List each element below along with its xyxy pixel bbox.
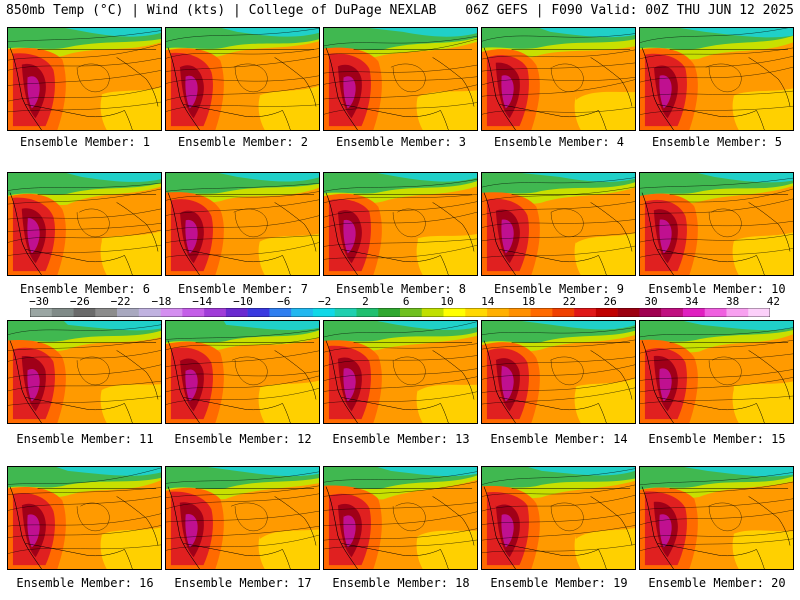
ensemble-member-label: Ensemble Member: 17 (174, 576, 312, 590)
ensemble-member-map (323, 172, 478, 276)
ensemble-member-map (639, 172, 794, 276)
colorbar-swatch (51, 308, 74, 317)
ensemble-member-label: Ensemble Member: 19 (490, 576, 628, 590)
colorbar-swatch (204, 308, 227, 317)
colorbar-swatch (748, 308, 770, 317)
ensemble-member-label: Ensemble Member: 16 (16, 576, 154, 590)
chart-title: 850mb Temp (°C) | Wind (kts) | College o… (6, 3, 437, 18)
ensemble-member-map (481, 27, 636, 131)
colorbar-swatch (138, 308, 161, 317)
ensemble-member-label: Ensemble Member: 3 (335, 135, 467, 149)
ensemble-member-map (7, 172, 162, 276)
ensemble-member-map (7, 27, 162, 131)
colorbar-swatch (225, 308, 248, 317)
colorbar-tick-label: 10 (440, 295, 454, 308)
colorbar-swatch (443, 308, 466, 317)
colorbar-tick-label: −26 (69, 295, 90, 308)
ensemble-member-map (481, 466, 636, 570)
ensemble-member-label: Ensemble Member: 18 (332, 576, 470, 590)
colorbar-swatch (30, 308, 53, 317)
colorbar-tick-label: 22 (562, 295, 577, 308)
ensemble-member-label: Ensemble Member: 13 (332, 432, 470, 446)
ensemble-member-map (323, 466, 478, 570)
ensemble-member-label: Ensemble Member: 12 (174, 432, 312, 446)
colorbar-swatch (574, 308, 597, 317)
colorbar-swatch (704, 308, 727, 317)
colorbar-labels: −30 −26 −22 −18 −14 −10 −6 −2 2 6 10 14 18 22 26 30 34 38… (0, 296, 800, 308)
colorbar-swatch (312, 308, 335, 317)
ensemble-member-label: Ensemble Member: 2 (177, 135, 309, 149)
colorbar-swatch (682, 308, 705, 317)
ensemble-member-map (639, 320, 794, 424)
colorbar-tick-label: 38 (725, 295, 740, 308)
ensemble-member-label: Ensemble Member: 8 (335, 282, 467, 296)
colorbar-tick-label: −30 (29, 295, 49, 308)
colorbar-tick-label: −14 (192, 295, 213, 308)
colorbar-tick-label: 18 (521, 295, 536, 308)
colorbar-tick-label: 34 (685, 295, 699, 308)
ensemble-member-label: Ensemble Member: 1 (19, 135, 151, 149)
colorbar-swatch (291, 308, 314, 317)
ensemble-member-map (639, 466, 794, 570)
colorbar-tick-label: 6 (402, 295, 410, 308)
ensemble-member-map (165, 27, 320, 131)
colorbar-swatch (334, 308, 357, 317)
ensemble-member-label: Ensemble Member: 6 (19, 282, 151, 296)
colorbar-tick-label: −18 (151, 295, 172, 308)
ensemble-member-label: Ensemble Member: 15 (648, 432, 786, 446)
colorbar-swatch (356, 308, 379, 317)
colorbar-swatch (73, 308, 96, 317)
colorbar-swatch (595, 308, 618, 317)
colorbar-tick-label: 30 (644, 295, 658, 308)
colorbar-swatch (421, 308, 444, 317)
ensemble-member-map (481, 172, 636, 276)
colorbar-swatch (530, 308, 553, 317)
ensemble-member-label: Ensemble Member: 11 (16, 432, 154, 446)
colorbar-swatch (160, 308, 183, 317)
ensemble-member-map (323, 27, 478, 131)
ensemble-member-map (7, 320, 162, 424)
ensemble-member-map (7, 466, 162, 570)
colorbar-tick-label: −10 (233, 295, 253, 308)
ensemble-member-map (165, 466, 320, 570)
colorbar-swatch (617, 308, 640, 317)
ensemble-member-label: Ensemble Member: 10 (648, 282, 786, 296)
colorbar-swatch (639, 308, 662, 317)
colorbar-swatch (117, 308, 140, 317)
colorbar-swatch (400, 308, 423, 317)
ensemble-member-map (481, 320, 636, 424)
colorbar-swatch (182, 308, 205, 317)
colorbar-swatch (465, 308, 488, 317)
ensemble-member-label: Ensemble Member: 20 (648, 576, 786, 590)
colorbar-swatch (726, 308, 749, 317)
colorbar-swatch (269, 308, 292, 317)
colorbar-tick-label: −22 (110, 295, 131, 308)
colorbar-swatch (95, 308, 118, 317)
run-valid-time: 06Z GEFS | F090 Valid: 00Z THU JUN 12 20… (465, 3, 794, 18)
colorbar-tick-label: 14 (481, 295, 495, 308)
ensemble-member-map (165, 172, 320, 276)
ensemble-member-label: Ensemble Member: 14 (490, 432, 628, 446)
colorbar-tick-label: 42 (766, 295, 781, 308)
ensemble-member-label: Ensemble Member: 5 (651, 135, 783, 149)
colorbar-swatch (508, 308, 531, 317)
ensemble-member-map (165, 320, 320, 424)
temperature-colorbar (30, 308, 770, 317)
ensemble-member-label: Ensemble Member: 9 (493, 282, 625, 296)
colorbar-swatch (661, 308, 684, 317)
colorbar-tick-label: −2 (317, 295, 332, 308)
colorbar-swatch (247, 308, 270, 317)
ensemble-member-label: Ensemble Member: 7 (177, 282, 309, 296)
colorbar-tick-label: 26 (603, 295, 617, 308)
ensemble-member-map (639, 27, 794, 131)
colorbar-tick-label: −6 (277, 295, 291, 308)
ensemble-member-map (323, 320, 478, 424)
ensemble-member-label: Ensemble Member: 4 (493, 135, 625, 149)
colorbar-swatch (487, 308, 510, 317)
colorbar-swatch (378, 308, 401, 317)
colorbar-swatch (552, 308, 575, 317)
colorbar-tick-label: 2 (362, 295, 369, 308)
